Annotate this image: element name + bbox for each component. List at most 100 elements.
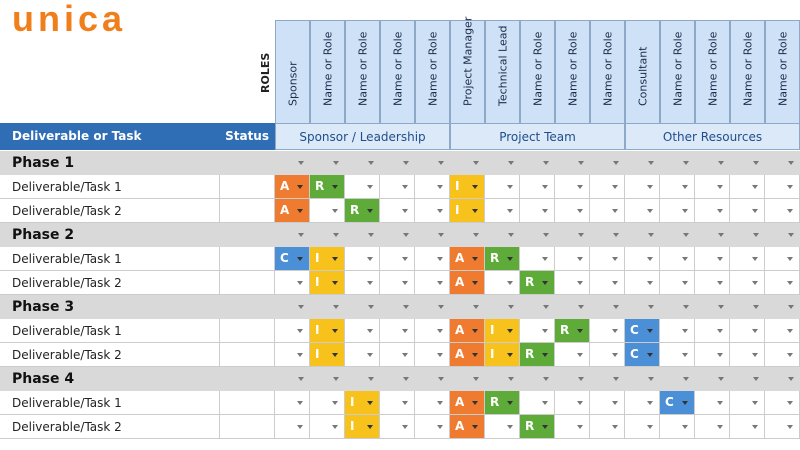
raci-cell[interactable] xyxy=(555,271,590,295)
raci-cell[interactable] xyxy=(275,343,310,367)
dropdown-arrow[interactable] xyxy=(647,209,653,213)
raci-cell[interactable] xyxy=(695,271,730,295)
dropdown-arrow[interactable] xyxy=(752,185,758,189)
dropdown-arrow[interactable] xyxy=(297,185,303,189)
raci-cell[interactable] xyxy=(555,199,590,223)
raci-cell[interactable] xyxy=(380,247,415,271)
dropdown-arrow[interactable] xyxy=(402,353,408,357)
dropdown-arrow[interactable] xyxy=(787,257,793,261)
phase-dropdown[interactable] xyxy=(345,367,380,391)
raci-cell[interactable] xyxy=(555,175,590,199)
status-cell[interactable] xyxy=(220,175,275,199)
dropdown-arrow[interactable] xyxy=(612,185,618,189)
dropdown-arrow[interactable] xyxy=(612,329,618,333)
raci-cell[interactable]: C xyxy=(625,343,660,367)
dropdown-arrow[interactable] xyxy=(472,353,478,357)
raci-cell[interactable]: R xyxy=(520,415,555,439)
phase-dropdown[interactable] xyxy=(485,151,520,175)
raci-cell[interactable]: I xyxy=(450,175,485,199)
dropdown-arrow[interactable] xyxy=(367,401,373,405)
status-cell[interactable] xyxy=(220,391,275,415)
dropdown-arrow[interactable] xyxy=(403,233,409,237)
raci-cell[interactable] xyxy=(695,343,730,367)
raci-cell[interactable]: I xyxy=(310,247,345,271)
dropdown-arrow[interactable] xyxy=(543,305,549,309)
raci-cell[interactable] xyxy=(590,247,625,271)
raci-cell[interactable] xyxy=(275,391,310,415)
raci-cell[interactable] xyxy=(485,199,520,223)
dropdown-arrow[interactable] xyxy=(683,305,689,309)
dropdown-arrow[interactable] xyxy=(472,257,478,261)
phase-dropdown[interactable] xyxy=(275,151,310,175)
raci-cell[interactable] xyxy=(695,175,730,199)
dropdown-arrow[interactable] xyxy=(577,209,583,213)
dropdown-arrow[interactable] xyxy=(473,305,479,309)
dropdown-arrow[interactable] xyxy=(507,401,513,405)
dropdown-arrow[interactable] xyxy=(542,281,548,285)
phase-dropdown[interactable] xyxy=(625,223,660,247)
phase-dropdown[interactable] xyxy=(380,367,415,391)
raci-cell[interactable]: R xyxy=(520,343,555,367)
phase-dropdown[interactable] xyxy=(590,223,625,247)
raci-cell[interactable] xyxy=(765,175,800,199)
dropdown-arrow[interactable] xyxy=(437,281,443,285)
dropdown-arrow[interactable] xyxy=(542,353,548,357)
dropdown-arrow[interactable] xyxy=(753,161,759,165)
dropdown-arrow[interactable] xyxy=(613,305,619,309)
dropdown-arrow[interactable] xyxy=(438,305,444,309)
phase-dropdown[interactable] xyxy=(345,223,380,247)
dropdown-arrow[interactable] xyxy=(717,353,723,357)
dropdown-arrow[interactable] xyxy=(507,281,513,285)
dropdown-arrow[interactable] xyxy=(367,329,373,333)
dropdown-arrow[interactable] xyxy=(787,425,793,429)
phase-dropdown[interactable] xyxy=(590,295,625,319)
dropdown-arrow[interactable] xyxy=(507,425,513,429)
raci-cell[interactable] xyxy=(660,175,695,199)
dropdown-arrow[interactable] xyxy=(438,377,444,381)
phase-dropdown[interactable] xyxy=(415,223,450,247)
raci-cell[interactable] xyxy=(765,247,800,271)
raci-cell[interactable] xyxy=(765,199,800,223)
dropdown-arrow[interactable] xyxy=(332,329,338,333)
raci-cell[interactable] xyxy=(485,175,520,199)
phase-dropdown[interactable] xyxy=(660,223,695,247)
raci-cell[interactable] xyxy=(520,199,555,223)
dropdown-arrow[interactable] xyxy=(333,233,339,237)
dropdown-arrow[interactable] xyxy=(332,281,338,285)
dropdown-arrow[interactable] xyxy=(333,161,339,165)
dropdown-arrow[interactable] xyxy=(298,305,304,309)
dropdown-arrow[interactable] xyxy=(682,353,688,357)
raci-cell[interactable] xyxy=(345,271,380,295)
phase-dropdown[interactable] xyxy=(520,151,555,175)
raci-cell[interactable] xyxy=(590,199,625,223)
dropdown-arrow[interactable] xyxy=(787,401,793,405)
dropdown-arrow[interactable] xyxy=(367,425,373,429)
raci-cell[interactable] xyxy=(415,247,450,271)
phase-dropdown[interactable] xyxy=(555,151,590,175)
dropdown-arrow[interactable] xyxy=(333,305,339,309)
raci-cell[interactable] xyxy=(765,343,800,367)
phase-dropdown[interactable] xyxy=(310,367,345,391)
raci-cell[interactable] xyxy=(625,271,660,295)
raci-cell[interactable] xyxy=(590,343,625,367)
raci-cell[interactable] xyxy=(695,319,730,343)
phase-dropdown[interactable] xyxy=(380,151,415,175)
dropdown-arrow[interactable] xyxy=(507,185,513,189)
dropdown-arrow[interactable] xyxy=(542,209,548,213)
phase-dropdown[interactable] xyxy=(695,223,730,247)
phase-dropdown[interactable] xyxy=(555,295,590,319)
dropdown-arrow[interactable] xyxy=(472,209,478,213)
dropdown-arrow[interactable] xyxy=(612,425,618,429)
dropdown-arrow[interactable] xyxy=(297,329,303,333)
dropdown-arrow[interactable] xyxy=(787,185,793,189)
dropdown-arrow[interactable] xyxy=(508,377,514,381)
status-cell[interactable] xyxy=(220,415,275,439)
phase-dropdown[interactable] xyxy=(590,151,625,175)
raci-cell[interactable] xyxy=(625,415,660,439)
dropdown-arrow[interactable] xyxy=(577,425,583,429)
phase-dropdown[interactable] xyxy=(450,223,485,247)
phase-dropdown[interactable] xyxy=(660,151,695,175)
dropdown-arrow[interactable] xyxy=(437,353,443,357)
raci-cell[interactable] xyxy=(275,415,310,439)
raci-cell[interactable] xyxy=(660,271,695,295)
